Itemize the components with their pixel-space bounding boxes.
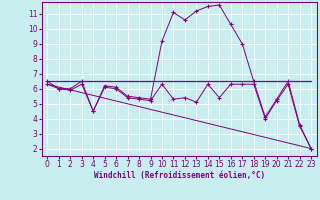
X-axis label: Windchill (Refroidissement éolien,°C): Windchill (Refroidissement éolien,°C) bbox=[94, 171, 265, 180]
